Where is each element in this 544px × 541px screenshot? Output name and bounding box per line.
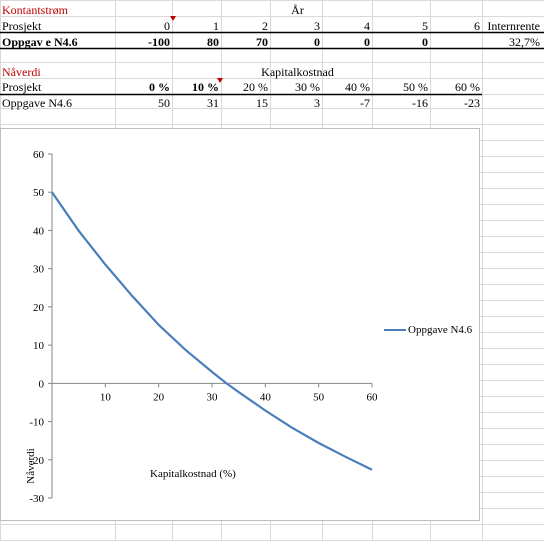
rate-cell[interactable]: 20 % — [243, 80, 268, 94]
y-tick-label: 0 — [39, 378, 45, 390]
y-tick-label: 10 — [33, 340, 45, 352]
y-tick-label: 50 — [33, 187, 45, 199]
project-name-2[interactable]: Oppgave N4.6 — [2, 96, 72, 110]
npv-title: Nåverdi — [2, 65, 41, 79]
project-name-1[interactable]: Oppgav e N4.6 — [2, 35, 78, 49]
npv-cell[interactable]: 3 — [314, 96, 320, 110]
x-tick-label: 30 — [207, 391, 219, 403]
y-tick-label: 60 — [33, 149, 45, 161]
capital-cost-header: Kapitalkostnad — [261, 65, 334, 79]
year-cell[interactable]: 3 — [314, 19, 320, 33]
y-tick-label: 20 — [33, 302, 45, 314]
year-cell[interactable]: 5 — [422, 19, 428, 33]
y-tick-label: 30 — [33, 264, 45, 276]
year-cell[interactable]: 0 — [164, 19, 170, 33]
chart-frame — [0, 128, 480, 521]
cashflow-cell[interactable]: 0 — [364, 35, 370, 49]
legend-line-swatch — [384, 329, 406, 332]
project-label-2: Prosjekt — [2, 80, 42, 94]
x-axis-title: Kapitalkostnad (%) — [150, 468, 236, 480]
y-tick-label: -10 — [29, 417, 44, 429]
npv-cell[interactable]: -7 — [360, 96, 370, 110]
npv-cell[interactable]: 50 — [158, 96, 170, 110]
cashflow-title: Kontantstrøm — [2, 3, 68, 17]
y-tick-label: -20 — [29, 455, 44, 467]
cashflow-cell[interactable]: 0 — [422, 35, 428, 49]
legend-label: Oppgave N4.6 — [408, 324, 473, 336]
y-axis-title: Nåverdi — [25, 448, 37, 484]
rate-cell[interactable]: 60 % — [455, 80, 480, 94]
npv-cell[interactable]: -16 — [412, 96, 428, 110]
rate-cell[interactable]: 50 % — [403, 80, 428, 94]
year-cell[interactable]: 1 — [213, 19, 219, 33]
npv-chart[interactable]: 60 50 40 30 20 10 0 -10 -20 -30 10 20 30 40 50 60 Nåver… — [0, 128, 480, 521]
year-cell[interactable]: 2 — [262, 19, 268, 33]
rate-cell[interactable]: 0 % — [149, 80, 170, 94]
x-tick-label: 40 — [260, 391, 272, 403]
x-tick-label: 20 — [153, 391, 165, 403]
year-cell[interactable]: 6 — [474, 19, 480, 33]
project-label-1: Prosjekt — [2, 19, 42, 33]
cashflow-cell[interactable]: 0 — [314, 35, 320, 49]
irr-label: Internrente — [487, 19, 540, 33]
x-tick-label: 50 — [313, 391, 325, 403]
y-tick-label: -30 — [29, 493, 44, 505]
series-line-oppgave-n4-6[interactable] — [51, 191, 373, 471]
cashflow-cell[interactable]: 80 — [207, 35, 219, 49]
chart-legend: Oppgave N4.6 — [384, 324, 472, 336]
y-tick-label: 40 — [33, 225, 45, 237]
x-tick-label: 60 — [367, 391, 379, 403]
year-cell[interactable]: 4 — [364, 19, 370, 33]
npv-cell[interactable]: -23 — [464, 96, 480, 110]
npv-cell[interactable]: 15 — [256, 96, 268, 110]
chart-plot: 60 50 40 30 20 10 0 -10 -20 -30 10 20 30 40 50 60 — [0, 128, 480, 521]
rate-cell[interactable]: 10 % — [192, 80, 219, 94]
comment-marker-icon[interactable] — [217, 78, 223, 83]
comment-marker-icon[interactable] — [170, 16, 176, 21]
irr-value[interactable]: 32,7% — [509, 35, 540, 49]
year-header: År — [291, 3, 304, 17]
rate-cell[interactable]: 40 % — [345, 80, 370, 94]
npv-cell[interactable]: 31 — [207, 96, 219, 110]
cashflow-cell[interactable]: -100 — [148, 35, 170, 49]
rate-cell[interactable]: 30 % — [295, 80, 320, 94]
cashflow-cell[interactable]: 70 — [256, 35, 268, 49]
x-tick-label: 10 — [100, 391, 112, 403]
